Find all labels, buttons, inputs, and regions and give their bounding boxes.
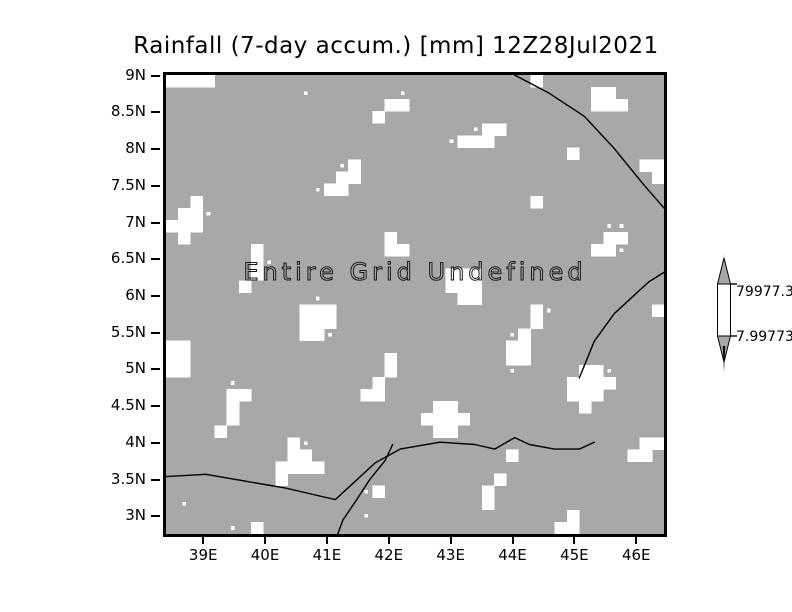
x-axis-label: 46E: [621, 546, 651, 564]
colorbar-max-label: 79977.3: [736, 284, 792, 300]
y-axis-tick: [151, 478, 160, 481]
y-axis-tick: [151, 441, 160, 444]
x-axis-tick: [264, 535, 267, 544]
y-axis-label: 3N: [125, 506, 146, 525]
y-axis-label: 5N: [125, 359, 146, 378]
y-axis-tick: [151, 294, 160, 297]
y-axis-tick: [151, 111, 160, 114]
x-axis-label: 44E: [498, 546, 527, 564]
x-axis-tick: [449, 535, 452, 544]
y-axis-label: 4.5N: [110, 396, 146, 415]
x-axis-tick: [573, 535, 576, 544]
y-axis-label: 3.5N: [110, 469, 146, 488]
x-axis-tick: [635, 535, 638, 544]
x-axis-tick: [387, 535, 390, 544]
x-axis-label: 39E: [188, 546, 218, 564]
y-axis-tick: [151, 221, 160, 224]
y-axis-label: 6N: [125, 285, 146, 304]
colorbar-swatch: [716, 254, 737, 372]
x-axis-label: 42E: [374, 546, 404, 564]
ethiopia-somaliland-border-ne: [513, 75, 664, 209]
y-axis-tick: [151, 258, 160, 261]
x-axis-tick: [511, 535, 514, 544]
y-axis-label: 9N: [125, 65, 146, 84]
x-axis-label: 43E: [436, 546, 465, 564]
colorbar-min-label: 7.99773: [736, 329, 792, 345]
y-axis-tick: [151, 184, 160, 187]
y-axis-tick: [151, 331, 160, 334]
map-raster: Entire Grid Undefined: [166, 75, 664, 534]
country-boundary-lines: [166, 75, 664, 534]
ethiopia-somalia-border-se: [578, 271, 664, 379]
kenya-somalia-border-south: [337, 443, 394, 534]
x-axis-tick: [202, 535, 205, 544]
colorbar[interactable]: 79977.3 7.99773: [706, 252, 792, 376]
map-plot-area[interactable]: Entire Grid Undefined: [163, 72, 667, 537]
x-axis-label: 41E: [312, 546, 342, 564]
y-axis-label: 8.5N: [110, 102, 146, 121]
x-axis-label: 45E: [560, 546, 589, 564]
x-axis-label: 40E: [250, 546, 280, 564]
y-axis-label: 7.5N: [110, 175, 146, 194]
y-axis-tick: [151, 74, 160, 77]
y-axis-tick: [151, 515, 160, 518]
y-axis-tick: [151, 405, 160, 408]
page-title: Rainfall (7-day accum.) [mm] 12Z28Jul202…: [133, 33, 659, 59]
y-axis-label: 4N: [125, 432, 146, 451]
y-axis-tick: [151, 148, 160, 151]
undefined-cell-raster: [166, 75, 664, 534]
kenya-ethiopia-border: [166, 436, 595, 501]
y-axis-label: 5.5N: [110, 322, 146, 341]
y-axis-label: 7N: [125, 212, 146, 231]
y-axis-tick: [151, 368, 160, 371]
x-axis-tick: [325, 535, 328, 544]
y-axis-label: 6.5N: [110, 249, 146, 268]
y-axis-label: 8N: [125, 139, 146, 158]
